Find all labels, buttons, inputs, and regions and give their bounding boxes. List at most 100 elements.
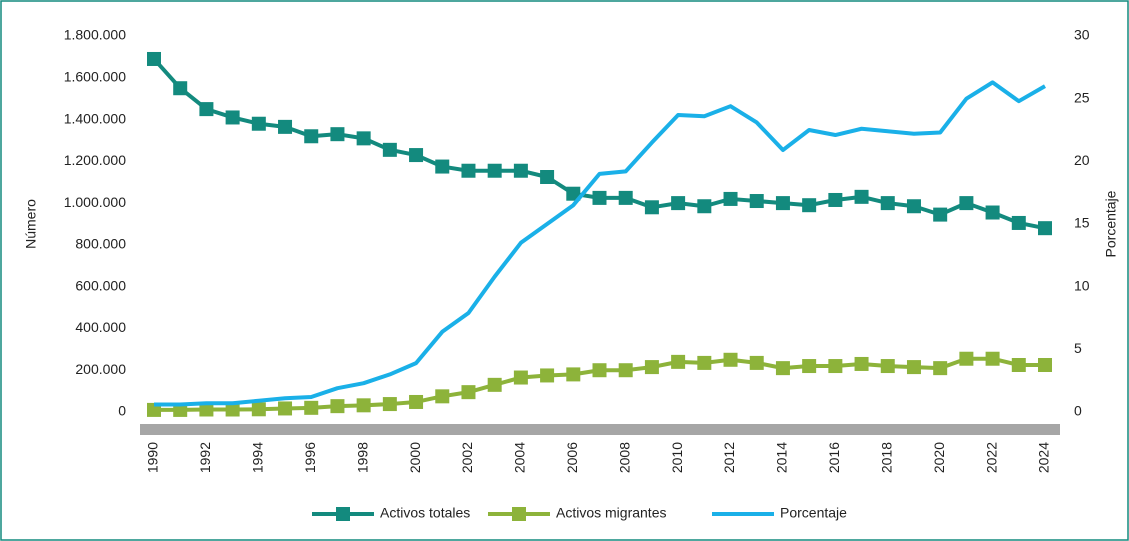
point-marker [697, 199, 712, 214]
x-tick-label: 2024 [1036, 442, 1052, 473]
point-marker [749, 355, 764, 370]
point-marker [173, 81, 188, 96]
legend-marker [512, 507, 526, 521]
point-marker [671, 196, 686, 211]
point-marker [723, 191, 738, 206]
point-marker [199, 102, 214, 117]
point-marker [880, 196, 895, 211]
point-marker [304, 129, 319, 144]
x-tick-label: 2016 [826, 442, 842, 473]
point-marker [566, 186, 581, 201]
point-marker [775, 361, 790, 376]
point-marker [880, 359, 895, 374]
point-marker [566, 367, 581, 382]
point-marker [959, 351, 974, 366]
point-marker [933, 361, 948, 376]
y2-tick-label: 20 [1074, 152, 1090, 168]
point-marker [382, 397, 397, 412]
x-tick-label: 1996 [302, 442, 318, 473]
point-marker [330, 127, 345, 142]
y-tick-label: 1.200.000 [64, 152, 126, 168]
point-marker [828, 192, 843, 207]
point-marker [409, 148, 424, 163]
y-tick-label: 0 [118, 403, 126, 419]
x-tick-label: 2014 [774, 442, 790, 473]
x-tick-label: 2010 [669, 442, 685, 473]
point-marker [1038, 221, 1052, 236]
point-marker [199, 402, 214, 417]
legend-marker [336, 507, 350, 521]
point-marker [723, 352, 738, 367]
x-tick-label: 2018 [878, 442, 894, 473]
point-marker [933, 207, 948, 222]
point-marker [1038, 358, 1052, 372]
y-tick-label: 600.000 [75, 277, 126, 293]
point-marker [540, 368, 555, 383]
point-marker [802, 198, 817, 213]
point-marker [1011, 358, 1026, 372]
point-marker [513, 163, 528, 178]
point-marker [775, 196, 790, 211]
y2-tick-label: 25 [1074, 89, 1090, 105]
series-line [154, 80, 1046, 407]
point-marker [802, 359, 817, 374]
point-marker [251, 402, 266, 417]
point-marker [592, 190, 607, 205]
point-marker [409, 394, 424, 409]
point-marker [749, 194, 764, 209]
point-marker [644, 360, 659, 375]
point-marker [461, 385, 476, 400]
point-marker [854, 356, 869, 371]
point-marker [906, 360, 921, 375]
point-marker [304, 400, 319, 415]
point-marker [828, 359, 843, 374]
point-marker [1011, 215, 1026, 230]
point-marker [513, 370, 528, 385]
y-tick-label: 1.600.000 [64, 68, 126, 84]
point-marker [278, 119, 293, 134]
x-tick-label: 2004 [512, 442, 528, 473]
point-marker [278, 401, 293, 416]
y-tick-label: 1.000.000 [64, 194, 126, 210]
point-marker [697, 355, 712, 370]
point-marker [225, 110, 240, 125]
point-marker [854, 189, 869, 204]
y-tick-label: 400.000 [75, 319, 126, 335]
point-marker [382, 142, 397, 157]
y2-axis-label: Porcentaje [1103, 190, 1119, 257]
x-tick-label: 2000 [407, 442, 423, 473]
point-marker [540, 170, 555, 184]
y2-tick-label: 30 [1074, 27, 1090, 43]
point-marker [330, 399, 345, 414]
point-marker [356, 398, 371, 413]
y2-tick-label: 0 [1074, 403, 1082, 419]
point-marker [487, 377, 502, 392]
x-tick-label: 2012 [721, 442, 737, 473]
point-marker [618, 190, 633, 205]
y2-tick-label: 10 [1074, 277, 1090, 293]
point-marker [251, 116, 266, 131]
point-marker [985, 351, 1000, 366]
y-tick-label: 1.400.000 [64, 110, 126, 126]
y-axis-label: Número [23, 199, 39, 249]
y-tick-label: 800.000 [75, 236, 126, 252]
x-tick-label: 1994 [250, 442, 266, 473]
legend-label: Activos migrantes [556, 505, 666, 521]
point-marker [435, 159, 450, 174]
point-marker [671, 354, 686, 369]
point-marker [618, 363, 633, 378]
legend-label: Activos totales [380, 505, 470, 521]
point-marker [147, 51, 161, 66]
point-marker [356, 131, 371, 146]
x-tick-label: 1998 [354, 442, 370, 473]
x-tick-label: 2006 [564, 442, 580, 473]
point-marker [985, 205, 1000, 220]
y2-tick-label: 15 [1074, 215, 1090, 231]
x-tick-label: 1990 [145, 442, 161, 473]
x-tick-label: 2020 [931, 442, 947, 473]
point-marker [487, 163, 502, 178]
x-tick-label: 2008 [616, 442, 632, 473]
point-marker [435, 389, 450, 404]
x-tick-label: 2022 [983, 442, 999, 473]
legend-label: Porcentaje [780, 505, 847, 521]
